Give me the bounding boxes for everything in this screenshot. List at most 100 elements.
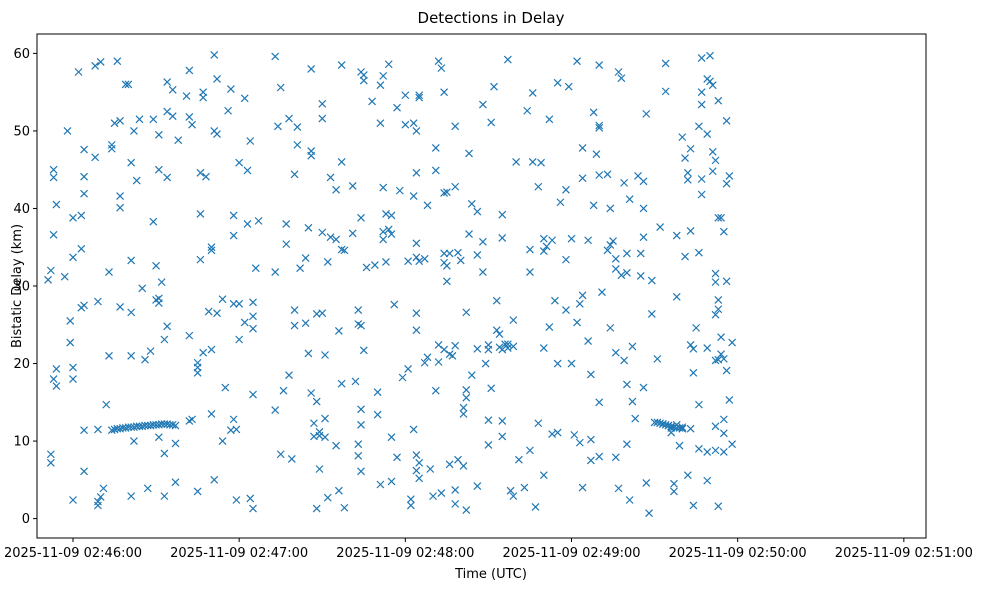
- x-marker-point: [523, 106, 532, 115]
- x-marker-point: [276, 450, 285, 459]
- x-marker-point: [218, 437, 227, 446]
- x-marker-point: [528, 89, 537, 97]
- x-marker-point: [249, 324, 257, 333]
- x-marker-point: [706, 77, 714, 86]
- x-marker-point: [714, 502, 723, 511]
- x-marker-point: [379, 227, 388, 236]
- x-marker-point: [539, 471, 548, 480]
- x-marker-point: [168, 420, 177, 429]
- x-marker-point: [398, 373, 407, 382]
- x-marker-point: [595, 171, 604, 180]
- x-marker-point: [487, 118, 496, 127]
- x-marker-point: [102, 400, 111, 409]
- x-marker-point: [628, 397, 637, 406]
- x-marker-point: [703, 448, 712, 456]
- x-marker-point: [293, 123, 302, 131]
- x-marker-point: [703, 476, 712, 485]
- x-marker-point: [404, 365, 413, 373]
- x-marker-point: [318, 228, 327, 237]
- x-marker-point: [401, 91, 410, 100]
- x-marker-point: [379, 235, 388, 244]
- x-marker-point: [420, 254, 429, 263]
- x-marker-point: [304, 349, 313, 358]
- x-marker-point: [229, 415, 238, 424]
- x-marker-point: [686, 227, 695, 235]
- x-marker-point: [323, 493, 332, 502]
- x-marker-point: [722, 116, 731, 125]
- x-marker-point: [548, 430, 557, 439]
- x-marker-point: [204, 307, 213, 316]
- x-marker-point: [678, 424, 687, 433]
- x-marker-point: [454, 455, 462, 464]
- x-marker-point: [196, 209, 205, 218]
- x-marker-point: [647, 276, 656, 285]
- x-marker-point: [91, 153, 100, 162]
- x-marker-point: [586, 456, 595, 465]
- x-marker-point: [719, 227, 728, 236]
- x-marker-point: [185, 66, 194, 75]
- x-marker-point: [296, 264, 305, 273]
- x-marker-point: [622, 380, 631, 389]
- x-marker-point: [235, 335, 244, 344]
- x-marker-point: [113, 57, 122, 66]
- x-marker-point: [387, 211, 396, 220]
- x-marker-point: [501, 340, 509, 349]
- x-marker-point: [639, 383, 648, 392]
- x-marker-point: [636, 249, 645, 258]
- x-marker-point: [376, 81, 385, 90]
- x-marker-point: [426, 465, 435, 473]
- x-marker-point: [645, 509, 653, 518]
- x-marker-point: [415, 458, 424, 467]
- x-marker-point: [717, 333, 725, 342]
- x-marker-point: [537, 158, 545, 167]
- x-marker-point: [307, 64, 316, 73]
- x-marker-point: [74, 68, 83, 76]
- x-marker-point: [193, 487, 202, 496]
- x-marker-point: [711, 422, 720, 431]
- x-marker-point: [127, 256, 136, 265]
- x-marker-point: [415, 474, 424, 483]
- x-marker-point: [711, 446, 720, 455]
- x-marker-point: [719, 429, 728, 438]
- y-tick-label: 10: [13, 435, 30, 450]
- x-marker-point: [598, 288, 606, 297]
- x-marker-point: [431, 386, 440, 395]
- x-marker-point: [213, 130, 221, 138]
- x-marker-point: [174, 136, 183, 145]
- x-marker-point: [395, 186, 404, 195]
- x-marker-point: [462, 393, 471, 402]
- x-marker-point: [689, 344, 698, 353]
- x-marker-point: [287, 454, 296, 463]
- x-marker-point: [99, 484, 108, 493]
- x-marker-point: [307, 389, 316, 397]
- x-marker-point: [307, 151, 316, 160]
- x-marker-point: [653, 418, 662, 427]
- x-marker-point: [694, 248, 703, 257]
- x-marker-point: [276, 83, 285, 92]
- x-marker-point: [440, 189, 449, 197]
- x-marker-point: [332, 235, 341, 244]
- x-marker-point: [141, 421, 149, 430]
- x-marker-point: [163, 322, 172, 331]
- x-marker-point: [595, 398, 604, 407]
- x-marker-point: [160, 335, 169, 344]
- y-axis-ticks: 0 10 20 30 40 50 60: [13, 47, 37, 527]
- x-marker-point: [653, 354, 662, 363]
- x-marker-point: [337, 245, 346, 254]
- x-marker-point: [315, 465, 324, 473]
- x-marker-point: [393, 453, 401, 462]
- x-marker-point: [66, 338, 75, 347]
- x-marker-point: [437, 489, 446, 497]
- x-marker-point: [384, 225, 393, 234]
- x-marker-point: [725, 396, 734, 404]
- x-marker-point: [127, 308, 136, 317]
- x-marker-point: [171, 421, 180, 430]
- x-marker-point: [334, 486, 343, 495]
- x-marker-point: [340, 246, 349, 255]
- x-marker-point: [80, 172, 89, 181]
- x-marker-point: [473, 251, 482, 259]
- x-marker-point: [614, 68, 623, 76]
- x-marker-point: [149, 420, 158, 429]
- x-marker-point: [728, 440, 737, 449]
- x-marker-point: [586, 370, 595, 379]
